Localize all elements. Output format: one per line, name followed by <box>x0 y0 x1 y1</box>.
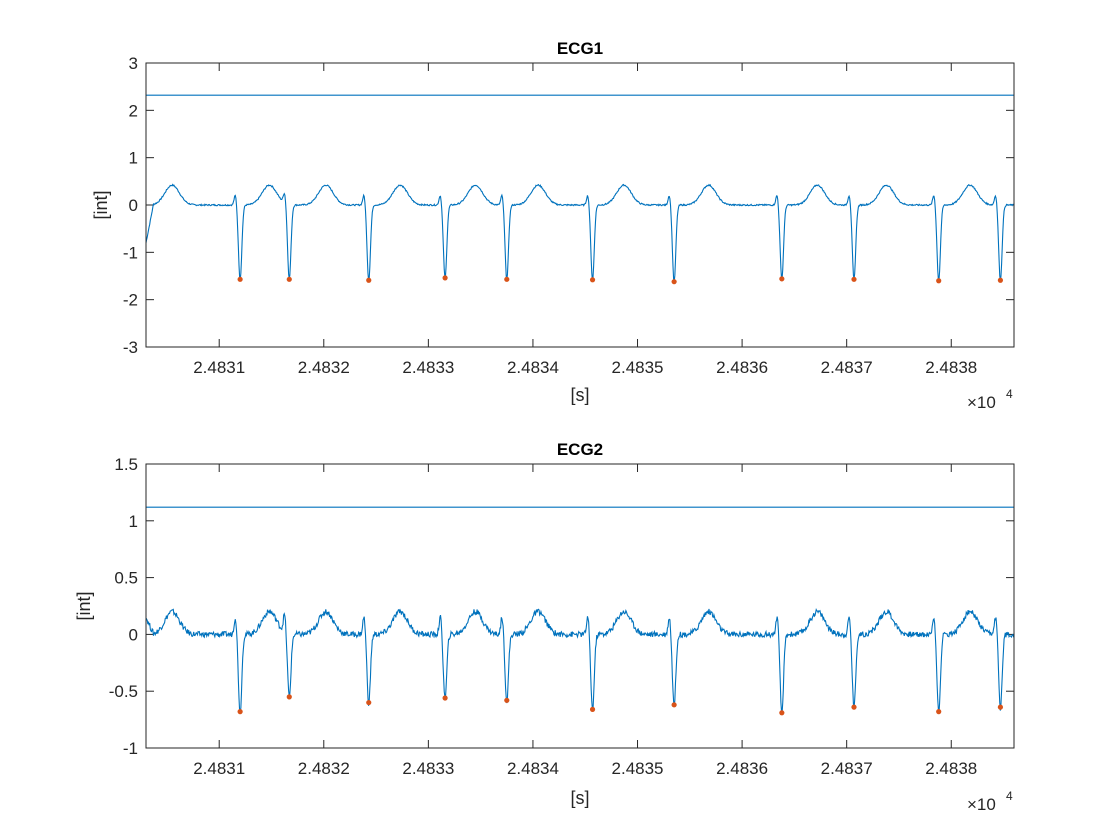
ecg2-title: ECG2 <box>557 440 603 459</box>
ecg2-peak-marker <box>237 709 243 715</box>
ecg2-signal-line <box>145 608 1015 714</box>
ecg1-x-exponent-base: ×10 <box>967 393 996 412</box>
ecg2-x-exponent-power: 4 <box>1006 789 1013 803</box>
ecg2-x-ticks: 2.4831 2.4832 2.4833 2.4834 2.4835 2.4836 2.48… <box>193 464 977 778</box>
ecg1-peak-marker <box>504 276 510 282</box>
ecg2-peak-marker <box>442 695 448 701</box>
ecg1-peak-marker <box>851 276 857 282</box>
ecg1-peak-marker <box>997 277 1004 283</box>
ecg2-x-tick-label: 2.4833 <box>402 759 454 778</box>
ecg1-y-tick-label: -3 <box>123 338 138 357</box>
ecg1-x-exponent-power: 4 <box>1006 387 1013 401</box>
ecg1-axes-box <box>145 62 1015 348</box>
ecg1-x-tick-label: 2.4831 <box>193 358 245 377</box>
ecg1-peak-marker <box>779 276 785 282</box>
ecg2-y-tick-label: 0.5 <box>114 569 138 588</box>
ecg2-x-label: [s] <box>570 788 589 808</box>
ecg1-y-tick-label: 1 <box>129 149 138 168</box>
ecg2-x-tick-label: 2.4836 <box>716 759 768 778</box>
ecg1-x-tick-label: 2.4837 <box>821 358 873 377</box>
ecg1-peak-marker <box>936 278 942 284</box>
ecg2-y-label: [int] <box>74 591 94 620</box>
ecg1-peak-marker <box>589 277 596 283</box>
ecg1-peak-marker <box>286 276 292 282</box>
ecg2-peak-markers <box>237 694 1004 716</box>
ecg2-axes-box <box>145 463 1015 749</box>
ecg2-peak-marker <box>671 702 677 708</box>
ecg1-panel: ECG1 2.4831 2.4832 2.4833 2.4834 2.4835 2.483… <box>91 39 1015 412</box>
ecg2-peak-marker <box>286 694 292 700</box>
ecg1-y-tick-label: 0 <box>129 196 138 215</box>
ecg1-x-tick-label: 2.4833 <box>402 358 454 377</box>
ecg2-peak-marker <box>589 706 596 712</box>
ecg1-x-tick-label: 2.4835 <box>612 358 664 377</box>
ecg1-peak-marker <box>671 279 677 285</box>
ecg2-plot-area <box>146 464 1014 748</box>
ecg2-x-exponent-base: ×10 <box>967 795 996 814</box>
ecg2-y-tick-label: 1.5 <box>114 455 138 474</box>
ecg2-x-tick-label: 2.4832 <box>298 759 350 778</box>
ecg2-x-tick-label: 2.4835 <box>612 759 664 778</box>
ecg2-x-tick-label: 2.4834 <box>507 759 559 778</box>
ecg2-y-tick-label: -1 <box>123 739 138 758</box>
ecg1-peak-marker <box>366 277 372 283</box>
ecg1-y-label: [int] <box>91 190 111 219</box>
ecg1-x-ticks: 2.4831 2.4832 2.4833 2.4834 2.4835 2.4836 2.48… <box>193 63 977 377</box>
ecg1-y-ticks: -3 -2 -1 0 1 2 3 <box>123 54 1014 357</box>
ecg2-y-tick-label: 1 <box>129 512 138 531</box>
ecg1-x-tick-label: 2.4838 <box>925 358 977 377</box>
ecg1-peak-markers <box>237 275 1004 285</box>
ecg1-peak-marker <box>442 275 448 281</box>
ecg2-peak-marker <box>504 697 510 703</box>
ecg1-x-label: [s] <box>570 385 589 405</box>
ecg2-x-tick-label: 2.4838 <box>925 759 977 778</box>
ecg1-signal-line <box>145 183 1015 282</box>
ecg1-x-tick-label: 2.4836 <box>716 358 768 377</box>
ecg2-peak-marker <box>366 699 372 706</box>
ecg2-peak-marker <box>851 704 857 710</box>
ecg1-y-tick-label: -1 <box>123 243 138 262</box>
ecg2-y-tick-label: -0.5 <box>109 682 138 701</box>
ecg1-y-tick-label: -2 <box>123 291 138 310</box>
ecg1-x-exponent: ×10 4 <box>967 387 1013 412</box>
ecg1-x-tick-label: 2.4834 <box>507 358 559 377</box>
ecg2-x-exponent: ×10 4 <box>967 789 1013 814</box>
ecg1-x-tick-label: 2.4832 <box>298 358 350 377</box>
ecg2-peak-marker <box>779 710 785 716</box>
ecg1-title: ECG1 <box>557 39 603 58</box>
ecg1-y-tick-label: 3 <box>129 54 138 73</box>
ecg2-x-tick-label: 2.4831 <box>193 759 245 778</box>
ecg2-y-tick-label: 0 <box>129 625 138 644</box>
ecg2-panel: ECG2 2.4831 2.4832 2.4833 2.4834 2.4835 2.483… <box>74 440 1015 814</box>
ecg2-peak-marker <box>997 704 1004 710</box>
ecg1-peak-marker <box>237 276 243 282</box>
ecg1-y-tick-label: 2 <box>129 101 138 120</box>
ecg2-x-tick-label: 2.4837 <box>821 759 873 778</box>
ecg2-peak-marker <box>936 709 942 715</box>
